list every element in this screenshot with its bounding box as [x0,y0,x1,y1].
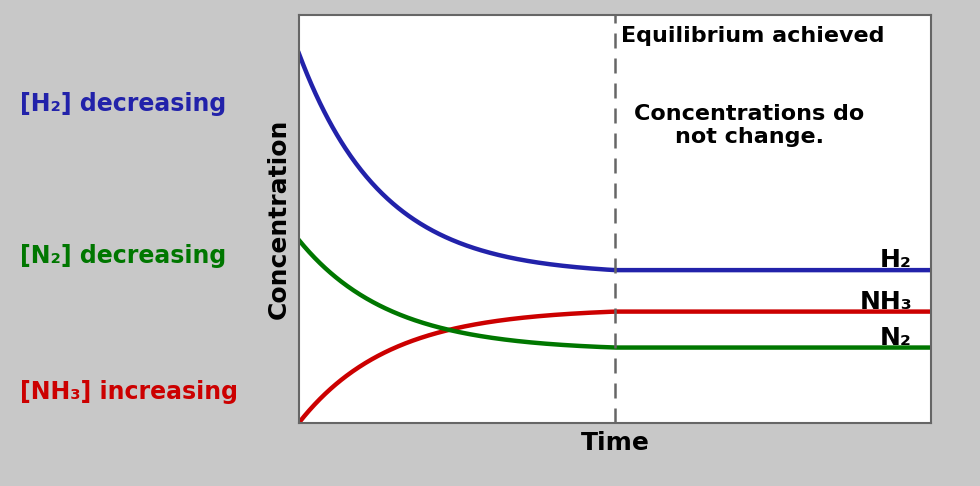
Y-axis label: Concentration: Concentration [267,119,290,319]
Text: [H₂] decreasing: [H₂] decreasing [20,92,225,116]
Text: [N₂] decreasing: [N₂] decreasing [20,243,225,268]
Text: N₂: N₂ [880,326,912,350]
Text: NH₃: NH₃ [859,290,912,314]
Text: [NH₃] increasing: [NH₃] increasing [20,380,237,404]
Text: Concentrations do
not change.: Concentrations do not change. [634,104,864,147]
X-axis label: Time: Time [580,431,650,455]
Text: Equilibrium achieved: Equilibrium achieved [621,26,885,46]
Text: H₂: H₂ [880,248,912,272]
